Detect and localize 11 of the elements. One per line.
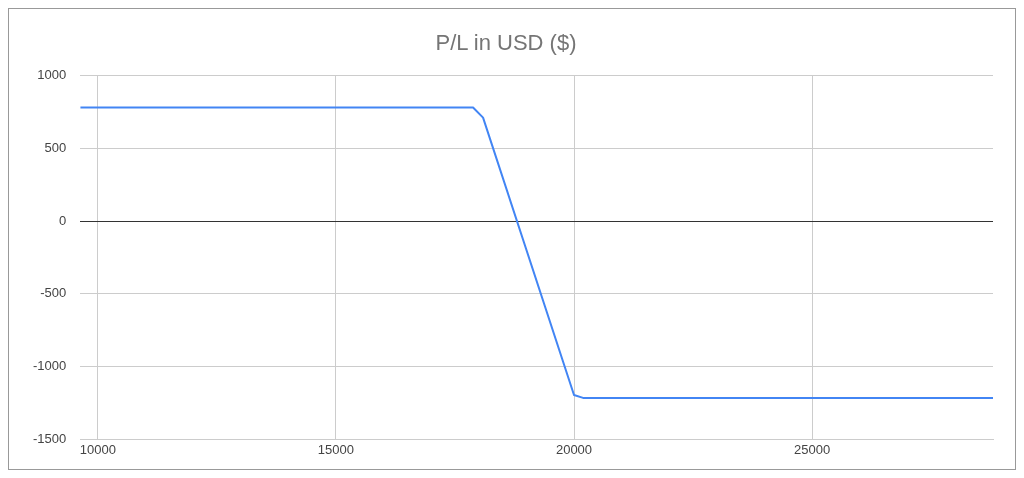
x-tick-label: 25000 (793, 441, 831, 457)
x-tick-label: 15000 (317, 441, 355, 457)
y-tick-label: 0 (59, 212, 67, 228)
y-tick-label: 1000 (37, 66, 67, 82)
x-tick-label: 10000 (79, 441, 116, 457)
y-tick-label: -1000 (33, 358, 67, 374)
y-tick-label: -500 (40, 285, 67, 301)
x-tick-label: 20000 (555, 441, 593, 457)
y-tick-label: -1500 (33, 430, 67, 446)
chart-title: P/L in USD ($) (435, 30, 577, 56)
y-tick-label: 500 (44, 139, 67, 155)
